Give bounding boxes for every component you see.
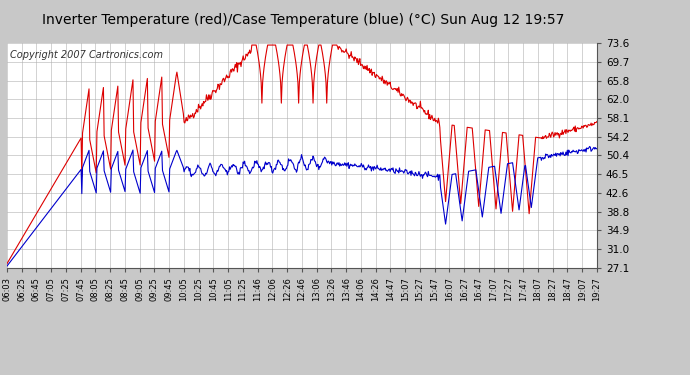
Text: Inverter Temperature (red)/Case Temperature (blue) (°C) Sun Aug 12 19:57: Inverter Temperature (red)/Case Temperat…	[42, 13, 565, 27]
Text: Copyright 2007 Cartronics.com: Copyright 2007 Cartronics.com	[10, 50, 163, 60]
